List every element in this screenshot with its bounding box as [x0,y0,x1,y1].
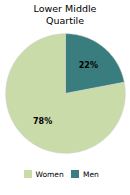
html-text:Women: Women [35,169,64,179]
html-text:Men: Men [83,169,99,179]
svg-text:22%: 22% [79,61,98,70]
svg-text:78%: 78% [33,116,52,125]
html-text:Lower Middle Quartile: Lower Middle Quartile [33,3,97,27]
